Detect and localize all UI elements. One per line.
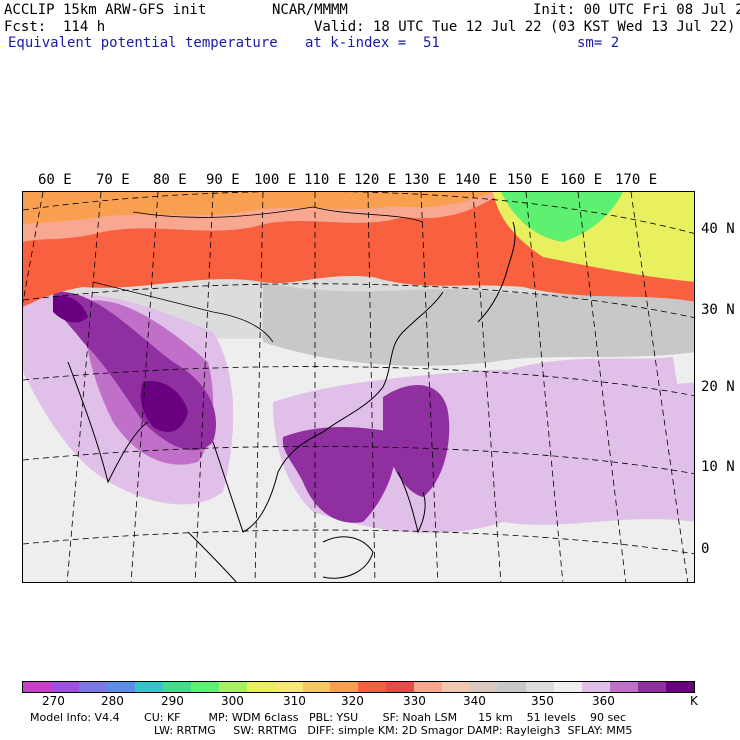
coastline-indochina <box>212 431 324 533</box>
meridian-60e <box>23 192 44 303</box>
colorbar-swatch-23 <box>665 682 694 692</box>
init-time: Init: 00 UTC Fri 08 Jul 22 <box>533 2 740 18</box>
lon-label-80e: 80 E <box>153 172 187 188</box>
meridian-170e <box>630 192 689 582</box>
lat-label-10n: 10 N <box>701 459 735 475</box>
region-dark-purple-nw <box>53 295 88 323</box>
lon-label-120e: 120 E <box>354 172 397 188</box>
parallel-40n <box>23 192 694 234</box>
colorbar-swatch-16 <box>470 682 499 692</box>
lat-label-30n: 30 N <box>701 302 735 318</box>
colorbar-swatch-10 <box>302 682 331 692</box>
lon-label-130e: 130 E <box>404 172 447 188</box>
meridian-150e <box>525 192 564 582</box>
colorbar-swatch-21 <box>610 682 638 692</box>
colorbar-swatch-14 <box>414 682 443 692</box>
colorbar-tick-300: 300 <box>221 694 244 708</box>
graticule <box>23 192 694 582</box>
colorbar-swatch-13 <box>386 682 415 692</box>
lat-label-40n: 40 N <box>701 221 735 237</box>
colorbar-swatch-11 <box>330 682 359 692</box>
field-name: Equivalent potential temperature <box>8 35 278 51</box>
meridian-130e <box>420 192 439 582</box>
lat-label-20n: 20 N <box>701 379 735 395</box>
model-title: ACCLIP 15km ARW-GFS init <box>4 2 207 18</box>
parallel-30n <box>23 283 694 318</box>
colorbar-swatch-18 <box>526 682 555 692</box>
colorbar-swatch-7 <box>218 682 247 692</box>
colorbar-tick-320: 320 <box>341 694 364 708</box>
meridian-140e <box>472 192 502 582</box>
valid-time: Valid: 18 UTC Tue 12 Jul 22 (03 KST Wed … <box>314 19 736 35</box>
colorbar-swatch-3 <box>106 682 135 692</box>
coastline-borneo <box>322 536 374 579</box>
colorbar-tick-290: 290 <box>161 694 184 708</box>
colorbar-tick-310: 310 <box>283 694 306 708</box>
colorbar-swatch-22 <box>637 682 666 692</box>
theta-e-map <box>22 191 695 583</box>
colorbar-swatch-15 <box>442 682 471 692</box>
colorbar-swatch-8 <box>246 682 275 692</box>
colorbar-swatch-19 <box>554 682 583 692</box>
colorbar-swatch-20 <box>582 682 611 692</box>
border-china-india <box>92 281 274 343</box>
colorbar-tick-360: 360 <box>592 694 615 708</box>
region-purple-scs <box>282 427 396 523</box>
region-dark-purple <box>140 381 188 432</box>
coastline-philippines <box>397 471 426 534</box>
colorbar-swatch-2 <box>78 682 107 692</box>
colorbar-swatch-6 <box>190 682 219 692</box>
smoothing: sm= 2 <box>577 35 620 51</box>
colorbar-tick-340: 340 <box>463 694 486 708</box>
meridian-100e <box>254 192 264 582</box>
coastline-india <box>67 361 149 484</box>
colorbar-swatch-12 <box>358 682 387 692</box>
meridian-160e <box>577 192 627 582</box>
lon-label-60e: 60 E <box>38 172 72 188</box>
colorbar-swatch-17 <box>498 682 527 692</box>
border-mongolia <box>132 206 424 223</box>
lon-label-160e: 160 E <box>560 172 603 188</box>
colorbar-tick-330: 330 <box>403 694 426 708</box>
coastline-sumatra <box>187 531 237 582</box>
lon-label-100e: 100 E <box>254 172 297 188</box>
lon-label-70e: 70 E <box>96 172 130 188</box>
coastline-china <box>322 291 444 433</box>
model-info-line1: Model Info: V4.4 CU: KF MP: WDM 6class P… <box>30 711 627 724</box>
meridian-70e <box>66 192 102 582</box>
colorbar <box>22 681 695 693</box>
colorbar-swatch-4 <box>134 682 163 692</box>
colorbar-tick-270: 270 <box>42 694 65 708</box>
colorbar-swatch-9 <box>274 682 303 692</box>
lon-label-150e: 150 E <box>507 172 550 188</box>
meridian-80e <box>130 192 159 582</box>
lon-label-90e: 90 E <box>206 172 240 188</box>
lon-label-110e: 110 E <box>304 172 347 188</box>
region-green <box>501 192 623 242</box>
colorbar-swatch-0 <box>23 682 51 692</box>
region-purple-philippine-sea <box>383 385 450 497</box>
forecast-hour: Fcst: 114 h <box>4 19 106 35</box>
meridian-120e <box>367 192 376 582</box>
colorbar-swatch-5 <box>162 682 191 692</box>
lon-label-140e: 140 E <box>455 172 498 188</box>
lat-label-0: 0 <box>701 541 710 557</box>
colorbar-tick-280: 280 <box>101 694 124 708</box>
region-orange <box>23 192 493 224</box>
map-canvas <box>23 192 694 582</box>
colorbar-unit: K <box>690 694 698 708</box>
level-index: at k-index = 51 <box>305 35 440 51</box>
colorbar-tick-350: 350 <box>531 694 554 708</box>
colorbar-swatch-1 <box>50 682 79 692</box>
lon-label-170e: 170 E <box>615 172 658 188</box>
region-light-purple-east <box>503 357 683 427</box>
meridian-90e <box>194 192 214 582</box>
coastline-japan <box>477 221 516 323</box>
organization: NCAR/MMMM <box>272 2 348 18</box>
model-info-line2: LW: RRTMG SW: RRTMG DIFF: simple KM: 2D … <box>154 724 633 737</box>
